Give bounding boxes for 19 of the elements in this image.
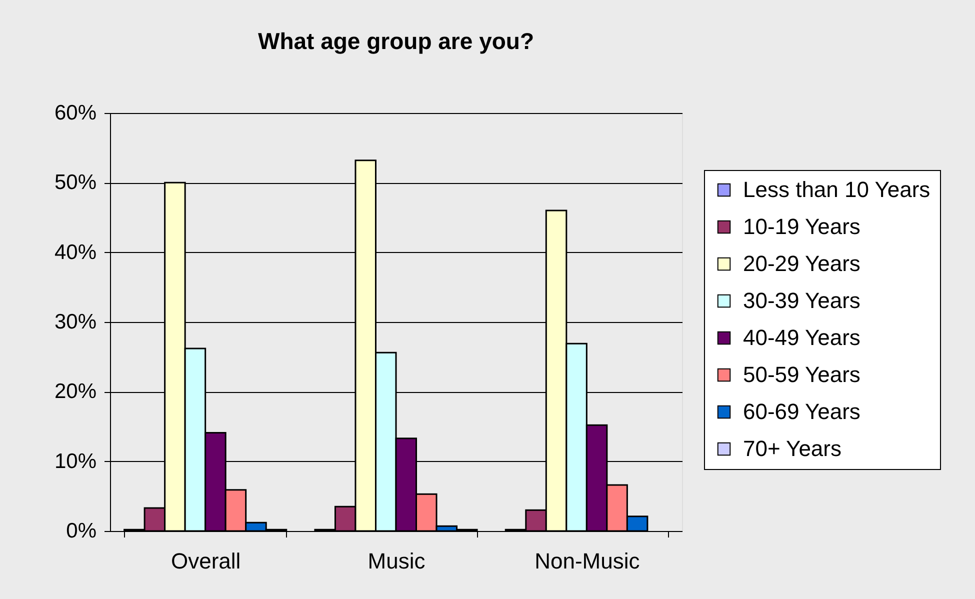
y-tick-label: 40% xyxy=(54,240,96,264)
legend-label: 70+ Years xyxy=(743,436,842,461)
y-tick-label: 10% xyxy=(54,450,96,473)
y-tick-label: 60% xyxy=(54,102,96,124)
legend-label: 50-59 Years xyxy=(743,362,860,387)
y-tick-label: 50% xyxy=(54,171,96,194)
legend-label: Less than 10 Years xyxy=(743,177,930,202)
x-tick-label: Non-Music xyxy=(534,548,640,574)
chart-title: What age group are you? xyxy=(258,28,534,54)
y-tick-label: 30% xyxy=(54,310,96,334)
x-tick-label: Overall xyxy=(170,548,241,574)
y-tick-label: 20% xyxy=(54,380,96,404)
legend-label: 20-29 Years xyxy=(743,251,860,276)
legend-label: 60-69 Years xyxy=(743,399,860,424)
y-tick-label: 0% xyxy=(66,520,96,542)
x-tick-label: Music xyxy=(368,548,426,574)
legend-label: 30-39 Years xyxy=(743,288,860,313)
legend-label: 10-19 Years xyxy=(743,214,860,239)
legend-label: 40-49 Years xyxy=(743,325,860,350)
